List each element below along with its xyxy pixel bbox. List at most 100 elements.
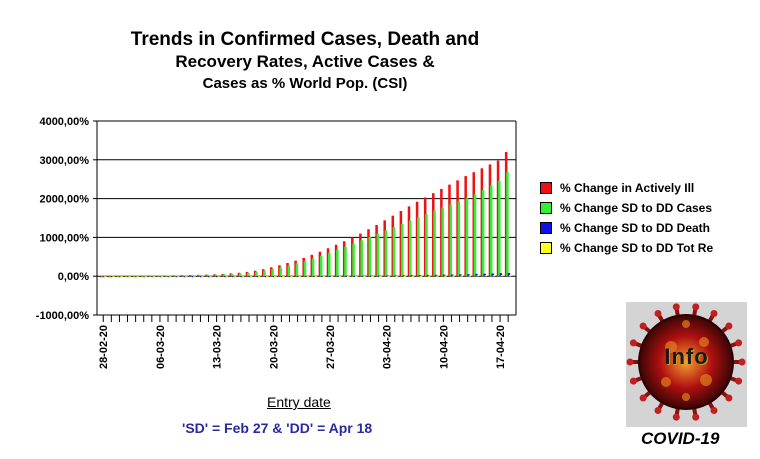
bar	[286, 263, 289, 277]
bar	[500, 275, 504, 277]
bar	[128, 276, 131, 278]
bar	[415, 201, 419, 277]
bar	[133, 275, 137, 277]
bar	[305, 276, 308, 278]
bar	[117, 276, 120, 278]
bar	[408, 220, 412, 277]
bar	[201, 276, 204, 278]
bar	[168, 276, 172, 278]
bar	[475, 273, 478, 277]
bar	[225, 276, 229, 278]
bar	[100, 276, 103, 278]
bar	[152, 276, 156, 278]
virus-spike-tip	[639, 322, 647, 330]
bar	[247, 272, 250, 277]
bar	[457, 201, 461, 277]
bar	[492, 275, 496, 277]
bar	[209, 276, 212, 278]
bar	[280, 276, 284, 278]
bar	[151, 276, 154, 278]
bar	[290, 276, 293, 278]
x-tick-label: 10-04-20	[438, 325, 450, 369]
bar	[467, 274, 470, 277]
virus-spike-tip	[738, 358, 746, 366]
legend-swatch	[540, 222, 552, 234]
bar	[199, 276, 203, 278]
chart-title-line-2: Recovery Rates, Active Cases &	[175, 52, 435, 71]
bar	[473, 194, 477, 277]
bar	[322, 276, 326, 278]
bar	[172, 275, 176, 277]
bar	[346, 276, 350, 278]
bar	[271, 269, 274, 277]
bar	[160, 276, 164, 278]
legend-item: % Change SD to DD Cases	[540, 198, 713, 218]
virus-spike-tip	[735, 377, 743, 385]
bar	[434, 274, 438, 277]
bar	[360, 240, 363, 277]
bar	[233, 276, 237, 278]
bar	[442, 274, 446, 277]
bar	[361, 275, 365, 277]
bar	[383, 220, 386, 277]
virus-spike-tip	[710, 406, 718, 414]
bar	[355, 276, 358, 278]
bar	[125, 276, 129, 278]
bar	[183, 276, 187, 278]
bar	[132, 275, 135, 277]
bar	[294, 260, 297, 277]
bar	[164, 275, 168, 277]
bar	[166, 275, 169, 277]
bar	[274, 276, 277, 278]
bar	[484, 275, 488, 277]
x-tick-label: 17-04-20	[495, 325, 507, 369]
x-axis-label: Entry date	[267, 394, 331, 410]
bar	[418, 275, 422, 277]
bar	[460, 275, 463, 277]
chart-title: Trends in Confirmed Cases, Death and Rec…	[95, 28, 515, 94]
y-tick-label: 3000,00%	[39, 155, 89, 167]
virus-spike-tip	[629, 377, 637, 385]
y-tick-label: 2000,00%	[39, 194, 89, 206]
bar	[452, 275, 455, 277]
bar	[266, 276, 269, 278]
bar	[118, 276, 122, 278]
legend-item: % Change SD to DD Death	[540, 218, 713, 238]
bar	[214, 274, 218, 277]
virus-spike-tip	[725, 394, 733, 402]
bar	[419, 275, 423, 277]
bar	[279, 267, 282, 277]
bar	[302, 257, 305, 277]
bar	[141, 275, 145, 277]
bar	[206, 274, 210, 277]
bar	[321, 275, 324, 277]
bar	[334, 244, 338, 277]
x-tick-label: 27-03-20	[325, 325, 337, 369]
bar	[230, 273, 234, 277]
bar	[504, 152, 508, 277]
legend-item: % Change in Actively Ill	[540, 178, 713, 198]
bar	[506, 172, 509, 277]
bar	[253, 270, 257, 277]
bar	[104, 276, 107, 278]
bar	[384, 230, 388, 277]
virus-spike-tip	[626, 358, 634, 366]
bar	[102, 276, 106, 278]
bar	[232, 276, 235, 278]
bar	[352, 243, 355, 277]
bar	[345, 275, 349, 277]
bar	[110, 276, 114, 278]
x-tick-label: 03-04-20	[382, 325, 394, 369]
bar	[465, 198, 469, 277]
bar	[174, 275, 177, 277]
virus-spike-tip	[735, 339, 743, 347]
bar	[140, 275, 144, 277]
bar	[395, 275, 399, 277]
bar	[423, 197, 427, 277]
bar	[157, 275, 161, 277]
bar	[456, 180, 459, 277]
bar	[363, 276, 366, 278]
bar	[136, 276, 139, 278]
legend-label: % Change in Actively Ill	[560, 181, 695, 195]
